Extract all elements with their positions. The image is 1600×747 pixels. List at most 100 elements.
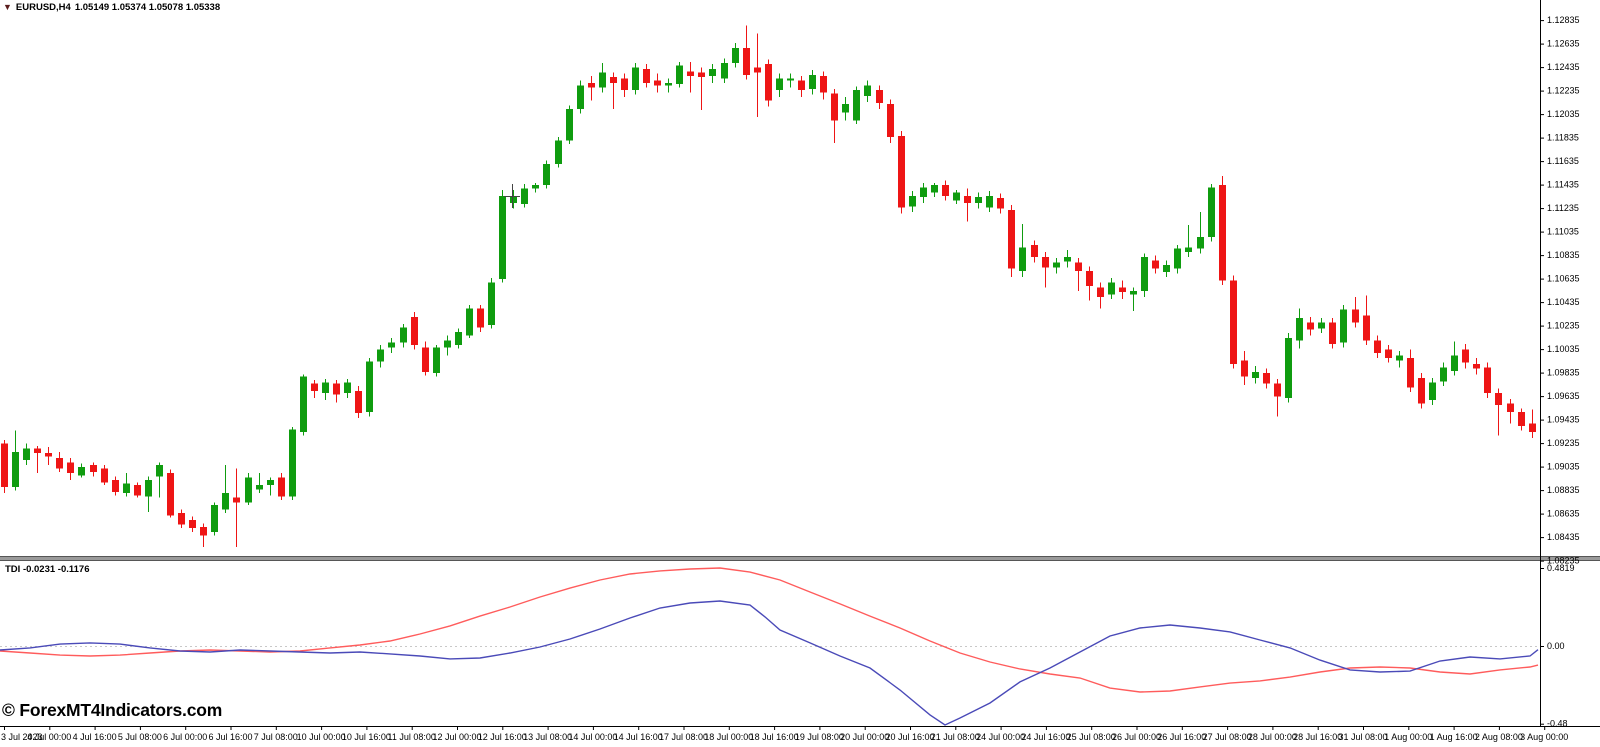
- candle-body: [1230, 280, 1237, 364]
- candle: [1219, 175, 1226, 286]
- candle: [34, 446, 41, 473]
- indicator-axis-label: -0.48: [1547, 719, 1568, 729]
- candle: [1241, 350, 1248, 385]
- indicator-name-label: TDI -0.0231 -0.1176: [5, 564, 90, 575]
- candle-body: [931, 185, 938, 193]
- candle: [953, 189, 960, 204]
- candle-body: [665, 83, 672, 86]
- candle: [278, 473, 285, 501]
- time-axis-label: 18 Jul 00:00: [704, 732, 753, 742]
- candle: [388, 337, 395, 354]
- candle: [1252, 366, 1259, 384]
- candle: [256, 473, 263, 493]
- candle: [621, 73, 628, 98]
- candle: [1352, 296, 1359, 328]
- candle: [233, 468, 240, 547]
- ohlc-quote-values: 1.05149 1.05374 1.05078 1.05338: [74, 2, 221, 13]
- indicator-axis-label: 0.4819: [1547, 563, 1575, 573]
- candle-body: [621, 78, 628, 90]
- candle-body: [67, 462, 74, 473]
- time-axis-label: 1 Aug 00:00: [1384, 732, 1432, 742]
- candle-body: [1440, 367, 1447, 382]
- chart-dropdown-icon[interactable]: ▼: [3, 2, 12, 12]
- candle-body: [654, 80, 661, 86]
- candle: [366, 357, 373, 417]
- candle: [344, 379, 351, 398]
- candle-body: [864, 85, 871, 96]
- candle-body: [23, 448, 30, 461]
- candle: [1174, 245, 1181, 274]
- candle-body: [1263, 373, 1270, 384]
- candle: [798, 76, 805, 98]
- candle-body: [1141, 256, 1148, 291]
- candle-body: [455, 332, 462, 345]
- candle-body: [709, 68, 716, 76]
- candle-body: [233, 497, 240, 503]
- candle-body: [1518, 411, 1525, 426]
- candle: [1108, 278, 1115, 300]
- candle-body: [1507, 403, 1514, 412]
- candle-body: [1241, 360, 1248, 377]
- candle: [721, 58, 728, 83]
- candle-body: [842, 104, 849, 113]
- candle-body: [887, 104, 894, 137]
- price-axis-label: 1.10435: [1547, 297, 1580, 307]
- candle: [1318, 318, 1325, 334]
- candle: [112, 476, 119, 496]
- candle: [1119, 280, 1126, 300]
- time-axis-label: 4 Jul 00:00: [27, 732, 71, 742]
- candle-body: [599, 72, 606, 88]
- candle: [743, 25, 750, 80]
- candle-body: [532, 185, 539, 189]
- price-axis-label: 1.08835: [1547, 485, 1580, 495]
- candle: [1263, 368, 1270, 389]
- crosshair-cursor[interactable]: [504, 184, 520, 208]
- symbol-info-bar[interactable]: ▼ EURUSD,H4 1.05149 1.05374 1.05078 1.05…: [3, 2, 220, 13]
- candle: [1208, 184, 1215, 242]
- time-axis-label: 6 Jul 00:00: [163, 732, 207, 742]
- candle: [543, 160, 550, 189]
- candle-body: [1484, 367, 1491, 394]
- candle: [709, 64, 716, 83]
- candle: [820, 71, 827, 100]
- time-axis-label: 17 Jul 08:00: [659, 732, 708, 742]
- candle: [1097, 282, 1104, 309]
- candle-body: [1340, 309, 1347, 343]
- candle: [1230, 275, 1237, 369]
- candle-body: [1407, 357, 1414, 388]
- price-axis-label: 1.12635: [1547, 39, 1580, 49]
- candle: [599, 63, 606, 93]
- candle-body: [222, 493, 229, 510]
- candle: [754, 33, 761, 118]
- candle: [101, 464, 108, 485]
- price-axis-label: 1.09835: [1547, 368, 1580, 378]
- candle-body: [1363, 315, 1370, 341]
- candle: [732, 43, 739, 68]
- candle: [1296, 308, 1303, 349]
- candle: [444, 335, 451, 356]
- price-axis-label: 1.09235: [1547, 438, 1580, 448]
- time-axis-label: 27 Jul 08:00: [1203, 732, 1252, 742]
- candle: [300, 374, 307, 436]
- candle-body: [754, 67, 761, 73]
- candle: [1274, 379, 1281, 417]
- candle-body: [588, 83, 595, 88]
- candle: [333, 380, 340, 403]
- candle-body: [189, 520, 196, 529]
- price-axis-label: 1.10835: [1547, 250, 1580, 260]
- price-axis-label: 1.12235: [1547, 86, 1580, 96]
- candle: [433, 345, 440, 377]
- candle-body: [1473, 363, 1480, 369]
- candle: [1440, 362, 1447, 387]
- price-axis-label: 1.08235: [1547, 556, 1580, 566]
- candle-body: [676, 65, 683, 85]
- time-axis-label: 13 Jul 08:00: [523, 732, 572, 742]
- candle: [477, 305, 484, 333]
- candle-body: [488, 282, 495, 325]
- candle-body: [986, 195, 993, 208]
- candle: [222, 464, 229, 513]
- candle-body: [78, 467, 85, 476]
- candle-body: [942, 185, 949, 196]
- panel-separator[interactable]: [0, 556, 1600, 561]
